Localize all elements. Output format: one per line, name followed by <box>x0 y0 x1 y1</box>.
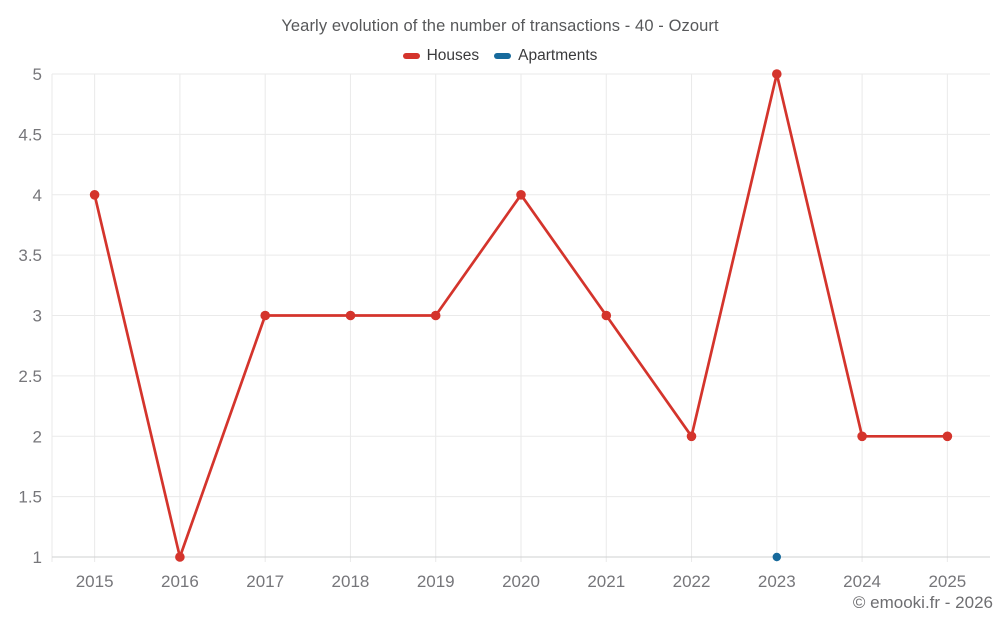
houses-point-2024[interactable] <box>857 431 867 442</box>
y-axis-label: 4 <box>33 186 42 205</box>
houses-swatch-icon <box>402 53 420 59</box>
apartments-point-2023[interactable] <box>772 552 781 562</box>
x-axis-label: 2016 <box>161 572 199 591</box>
houses-point-2022[interactable] <box>686 431 697 442</box>
houses-point-2025[interactable] <box>942 431 953 442</box>
y-axis-label: 4.5 <box>18 125 42 144</box>
legend-item-houses[interactable]: Houses <box>402 47 480 65</box>
x-axis-label: 2021 <box>587 572 625 591</box>
y-axis-label: 2 <box>33 427 42 446</box>
x-axis-label: 2022 <box>673 572 711 591</box>
legend-item-apartments[interactable]: Apartments <box>494 47 597 65</box>
y-axis-label: 3.5 <box>18 246 42 265</box>
houses-point-2023[interactable] <box>772 69 782 79</box>
x-axis-label: 2019 <box>417 572 455 591</box>
x-axis-label: 2023 <box>758 572 796 591</box>
y-axis-label: 1 <box>33 548 42 567</box>
x-axis-label: 2017 <box>246 572 284 591</box>
y-axis-label: 1.5 <box>18 488 42 507</box>
y-axis-label: 5 <box>33 65 42 84</box>
houses-point-2015[interactable] <box>89 190 100 200</box>
legend-label-apartments: Apartments <box>518 47 598 64</box>
x-axis-label: 2020 <box>502 572 540 591</box>
houses-point-2021[interactable] <box>601 310 612 321</box>
y-axis-label: 2.5 <box>18 367 42 386</box>
houses-point-2018[interactable] <box>345 310 356 321</box>
houses-point-2019[interactable] <box>430 310 441 321</box>
houses-point-2016[interactable] <box>175 552 185 562</box>
x-axis-label: 2024 <box>843 572 881 591</box>
copyright: © emooki.fr - 2026 <box>852 593 993 612</box>
x-axis-label: 2025 <box>928 572 966 591</box>
chart-title: Yearly evolution of the number of transa… <box>281 17 719 35</box>
y-axis-label: 3 <box>33 307 42 326</box>
legend: Houses Apartments <box>0 47 1000 65</box>
legend-label-houses: Houses <box>426 47 480 64</box>
x-axis-label: 2015 <box>76 572 114 591</box>
houses-point-2017[interactable] <box>260 310 271 321</box>
houses-point-2020[interactable] <box>516 190 526 200</box>
x-axis-label: 2018 <box>332 572 370 591</box>
apartments-swatch-icon <box>494 53 512 59</box>
